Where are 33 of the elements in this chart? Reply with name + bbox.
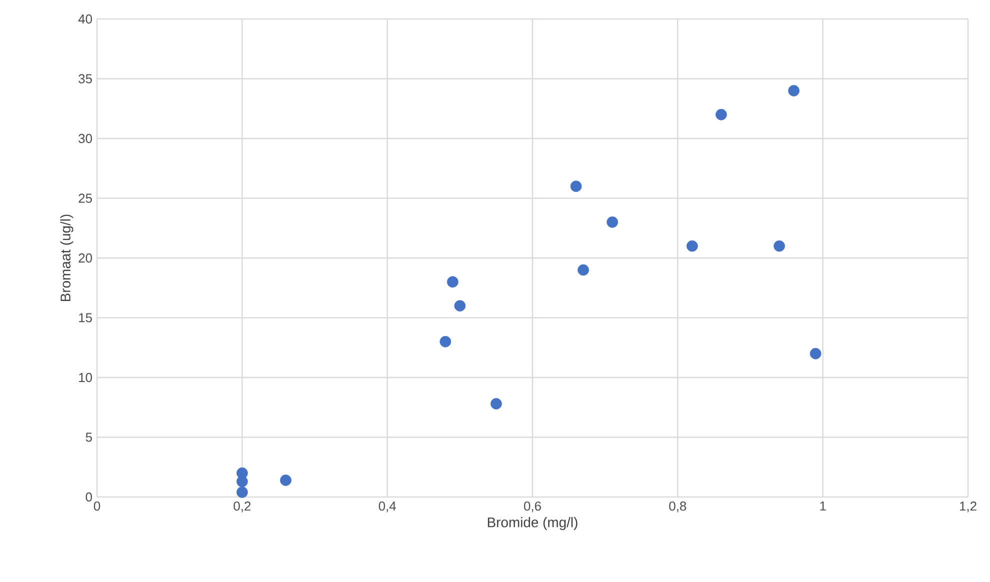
point bbox=[490, 398, 502, 410]
point bbox=[788, 85, 800, 96]
y-tick-label: 25 bbox=[78, 194, 92, 203]
point bbox=[578, 264, 589, 276]
x-tick-label: 0,2 bbox=[234, 502, 251, 512]
point bbox=[236, 476, 248, 488]
y-tick-label: 10 bbox=[79, 372, 92, 382]
x-tick-label: 0,8 bbox=[669, 502, 686, 512]
x-tick-label: 1 bbox=[820, 502, 826, 510]
point bbox=[774, 240, 785, 252]
y-tick-label: 20 bbox=[78, 253, 92, 263]
point bbox=[440, 336, 452, 348]
x-axis-title: Bromide (mg/l) bbox=[488, 517, 578, 530]
point bbox=[716, 108, 727, 120]
point bbox=[454, 300, 466, 312]
y-tick-label: 5 bbox=[86, 432, 92, 442]
point bbox=[606, 216, 618, 228]
point bbox=[810, 348, 822, 360]
point bbox=[570, 180, 582, 192]
y-tick-label: 40 bbox=[78, 14, 92, 24]
y-tick-label: 15 bbox=[79, 313, 92, 322]
x-tick-label: 0,6 bbox=[524, 502, 541, 512]
y-tick-label: 30 bbox=[78, 134, 92, 144]
y-tick-label: 0 bbox=[86, 492, 92, 502]
x-tick-label: 0,4 bbox=[378, 502, 396, 512]
point bbox=[446, 276, 458, 288]
y-axis-title: Bromaat (ug/l) bbox=[60, 214, 74, 302]
x-tick-label: 1,2 bbox=[960, 502, 976, 512]
point bbox=[236, 486, 248, 498]
x-tick-label: 0 bbox=[94, 502, 100, 511]
point bbox=[280, 474, 292, 486]
y-tick-label: 35 bbox=[78, 74, 92, 84]
point bbox=[686, 240, 698, 252]
